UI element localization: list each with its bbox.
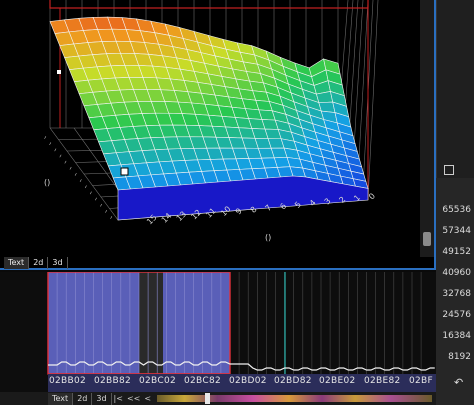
- grid-line: [357, 0, 369, 177]
- tab-text[interactable]: Text: [4, 257, 30, 269]
- scale-label: 57344: [442, 226, 471, 236]
- first-page-button[interactable]: |<: [113, 394, 123, 403]
- x-tick-label: 6: [278, 201, 288, 211]
- vertical-scrollbar[interactable]: [420, 0, 434, 257]
- surface-plot[interactable]: 15 14 13 12 11 10 9 8 7 6 5 4 3 2 1 0––––––––––––––()(): [0, 0, 434, 268]
- x-tick-label: 5: [293, 200, 303, 210]
- hex-view[interactable]: [0, 272, 436, 405]
- fast-back-button[interactable]: <<: [126, 394, 141, 403]
- hex-address: 02BB02: [49, 376, 87, 386]
- hex-address: 02BB82: [94, 376, 132, 386]
- grid-line: [367, 0, 379, 201]
- hex-address: 02BF: [409, 376, 434, 386]
- scale-label: 49152: [442, 247, 471, 257]
- y-tick-label: –: [66, 164, 75, 171]
- scale-label: 16384: [442, 331, 471, 341]
- cursor-marker: [57, 70, 61, 74]
- hex-address: 02BE82: [364, 376, 401, 386]
- value-scale-panel: 65536 57344 49152 40960 32768 24576 1638…: [436, 0, 474, 405]
- x-tick-label: 7: [263, 203, 273, 213]
- scale-label: 24576: [442, 310, 471, 320]
- y-tick-label: –: [61, 158, 70, 165]
- y-tick-label: –: [41, 134, 50, 141]
- y-tick-label: –: [51, 146, 60, 153]
- tab-2d-bottom[interactable]: 2d: [73, 392, 93, 405]
- hex-address: 02BE02: [319, 376, 356, 386]
- x-tick-label: 4: [308, 198, 318, 208]
- hex-address: 02BC82: [184, 376, 222, 386]
- back-button[interactable]: <: [144, 394, 152, 403]
- surface-front-wall: [117, 175, 369, 221]
- plot-boundary: [49, 0, 369, 9]
- hex-address: 02BD02: [229, 376, 267, 386]
- y-tick-label: –: [107, 214, 116, 221]
- y-tick-label: –: [86, 189, 95, 196]
- address-band: [48, 374, 436, 392]
- scale-area: [436, 178, 474, 405]
- scale-label: 32768: [442, 289, 471, 299]
- scale-label: 65536: [442, 205, 471, 215]
- x-axis-caption: (): [265, 233, 271, 242]
- y-tick-label: –: [46, 140, 55, 147]
- data-trace: [48, 361, 435, 371]
- undo-icon[interactable]: ↶: [454, 376, 464, 389]
- y-tick-label: –: [81, 183, 90, 190]
- tab-3d[interactable]: 3d: [48, 257, 68, 269]
- x-tick-label: 8: [249, 205, 259, 215]
- tab-3d-bottom[interactable]: 3d: [92, 392, 112, 405]
- x-tick-label: 1: [352, 193, 362, 203]
- panel-header: [436, 0, 474, 178]
- y-tick-label: –: [102, 207, 111, 214]
- y-tick-label: –: [56, 152, 65, 159]
- x-tick-label: 3: [323, 196, 333, 206]
- scale-label: 40960: [442, 268, 471, 278]
- bottom-toolbar: Text 2d 3d |< << <: [0, 392, 436, 405]
- hex-graph: [47, 272, 436, 392]
- tab-text-bottom[interactable]: Text: [48, 392, 74, 405]
- y-tick-label: –: [71, 170, 80, 177]
- depth-axis-caption: (): [44, 178, 50, 187]
- scrollbar-thumb[interactable]: [423, 232, 431, 246]
- maximize-icon[interactable]: [444, 165, 454, 175]
- grid-line: [352, 0, 364, 165]
- tab-2d[interactable]: 2d: [29, 257, 49, 269]
- overview-strip[interactable]: [157, 393, 432, 404]
- plot-tab-bar: Text 2d 3d: [4, 257, 68, 269]
- y-tick-label: –: [97, 201, 106, 208]
- y-tick-label: –: [76, 177, 85, 184]
- map-3d-window: 15 14 13 12 11 10 9 8 7 6 5 4 3 2 1 0– – – – – – – – – – – – – –()()…: [0, 0, 436, 270]
- selection-gap: [139, 272, 163, 374]
- hex-address: 02BD82: [274, 376, 312, 386]
- x-tick-label: 0: [367, 191, 377, 201]
- x-tick-label: 9: [234, 206, 244, 216]
- x-tick-label: 2: [337, 195, 347, 205]
- hex-address: 02BC02: [139, 376, 177, 386]
- y-tick-label: –: [92, 195, 101, 202]
- overview-cursor[interactable]: [205, 393, 211, 404]
- cursor-marker: [120, 167, 129, 176]
- scale-label: 8192: [448, 352, 471, 362]
